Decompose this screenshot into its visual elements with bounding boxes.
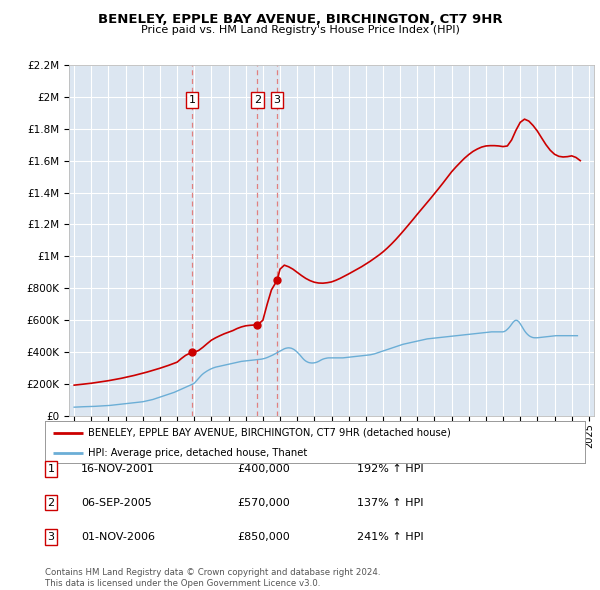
Text: 1: 1 [188, 95, 196, 105]
Text: 2: 2 [254, 95, 261, 105]
Text: 01-NOV-2006: 01-NOV-2006 [81, 532, 155, 542]
Text: 16-NOV-2001: 16-NOV-2001 [81, 464, 155, 474]
Text: £570,000: £570,000 [237, 498, 290, 507]
Text: 192% ↑ HPI: 192% ↑ HPI [357, 464, 424, 474]
Text: 2: 2 [47, 498, 55, 507]
Text: This data is licensed under the Open Government Licence v3.0.: This data is licensed under the Open Gov… [45, 579, 320, 588]
Text: HPI: Average price, detached house, Thanet: HPI: Average price, detached house, Than… [88, 448, 307, 457]
Text: 241% ↑ HPI: 241% ↑ HPI [357, 532, 424, 542]
Text: £850,000: £850,000 [237, 532, 290, 542]
Text: Contains HM Land Registry data © Crown copyright and database right 2024.: Contains HM Land Registry data © Crown c… [45, 568, 380, 576]
Text: 137% ↑ HPI: 137% ↑ HPI [357, 498, 424, 507]
Text: Price paid vs. HM Land Registry's House Price Index (HPI): Price paid vs. HM Land Registry's House … [140, 25, 460, 35]
Text: 3: 3 [274, 95, 281, 105]
Text: 1: 1 [47, 464, 55, 474]
Text: 06-SEP-2005: 06-SEP-2005 [81, 498, 152, 507]
Text: BENELEY, EPPLE BAY AVENUE, BIRCHINGTON, CT7 9HR (detached house): BENELEY, EPPLE BAY AVENUE, BIRCHINGTON, … [88, 428, 451, 438]
Text: £400,000: £400,000 [237, 464, 290, 474]
Text: BENELEY, EPPLE BAY AVENUE, BIRCHINGTON, CT7 9HR: BENELEY, EPPLE BAY AVENUE, BIRCHINGTON, … [98, 13, 502, 26]
Text: 3: 3 [47, 532, 55, 542]
